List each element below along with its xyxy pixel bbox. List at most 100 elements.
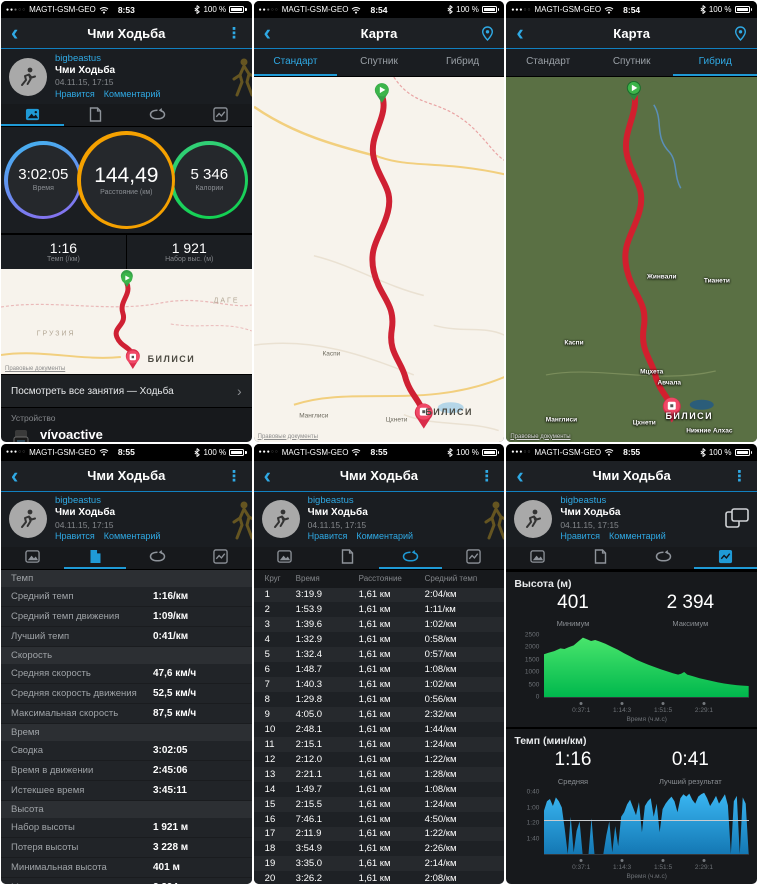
legal-link[interactable]: Правовые документы <box>257 433 318 440</box>
tab-charts[interactable] <box>694 547 757 569</box>
carrier-label: MAGTI-GSM-GEO <box>534 5 602 14</box>
overview-icon <box>277 550 293 563</box>
pace-plot <box>544 792 749 856</box>
avatar[interactable] <box>514 500 553 538</box>
back-button[interactable]: ‹ <box>11 462 19 488</box>
tab-laps[interactable] <box>632 547 695 569</box>
nav-bar: ‹ Чми Ходьба ⋮ <box>1 18 252 49</box>
carrier-label: MAGTI-GSM-GEO <box>281 447 349 457</box>
map-standard[interactable]: Правовые документы Каспи Манглиси Цхнети БИ… <box>253 77 505 442</box>
like-link[interactable]: Нравится <box>55 88 95 99</box>
back-button[interactable]: ‹ <box>516 462 524 488</box>
like-link[interactable]: Нравится <box>560 531 601 542</box>
avatar[interactable] <box>261 500 300 538</box>
activity-card: bigbeastus Чми Ходьба 04.11.15, 17:15 Нр… <box>1 491 252 547</box>
lap-cell: 2:21.1 <box>295 768 323 780</box>
comment-link[interactable]: Комментарий <box>609 531 666 542</box>
menu-dots-button[interactable]: ⋮ <box>732 467 747 485</box>
device-row[interactable]: vívoactive 3.30.0.0 <box>11 426 242 442</box>
lap-cell: 1,61 км <box>358 843 391 855</box>
tab-satellite[interactable]: Спутник <box>612 56 651 67</box>
lap-row: 2 1:53.9 1,61 км 1:11/км <box>253 602 505 618</box>
signal-icon: ●●●○○ <box>511 449 532 455</box>
legal-link[interactable]: Правовые документы <box>510 433 571 440</box>
tab-charts[interactable] <box>442 547 505 569</box>
lap-cell: 0:58/км <box>424 634 457 646</box>
avatar[interactable] <box>9 57 47 96</box>
tab-charts[interactable] <box>189 104 252 126</box>
tab-laps[interactable] <box>379 547 442 569</box>
tab-details[interactable] <box>569 547 632 569</box>
tab-hybrid[interactable]: Гибрид <box>673 49 757 76</box>
lap-cell: 0:57/км <box>424 649 457 661</box>
battery-label: 100 % <box>456 5 479 14</box>
tab-laps[interactable] <box>126 547 189 569</box>
tab-charts[interactable] <box>189 547 252 569</box>
lap-row: 19 3:35.0 1,61 км 2:14/км <box>253 856 505 872</box>
stats-list: Темп Средний темп 1:16/км Средний темп движ… <box>1 569 252 884</box>
location-pin-button[interactable] <box>471 25 504 41</box>
runner-icon <box>526 509 542 528</box>
username[interactable]: bigbeastus <box>560 495 607 507</box>
menu-dots-button[interactable]: ⋮ <box>479 467 495 485</box>
like-link[interactable]: Нравится <box>55 531 95 542</box>
bluetooth-icon <box>447 447 454 457</box>
map-hybrid[interactable]: Правовые документы Каспи Жинвали Тианети Мц… <box>506 77 757 442</box>
legal-link[interactable]: Правовые документы <box>5 366 66 372</box>
tab-details[interactable] <box>63 547 127 569</box>
location-pin-button[interactable] <box>724 25 757 41</box>
comment-link[interactable]: Комментарий <box>103 88 161 99</box>
back-button[interactable]: ‹ <box>263 462 271 488</box>
lap-cell: 5 <box>264 649 270 661</box>
stat-label: Средняя скорость <box>11 667 91 679</box>
stat-label: Сводка <box>11 744 44 756</box>
lap-cell: 1:08/км <box>424 783 457 795</box>
activity-date: 04.11.15, 17:15 <box>307 519 367 530</box>
lap-row: 3 1:39.6 1,61 км 1:02/км <box>253 617 505 633</box>
tab-standard[interactable]: Стандарт <box>526 56 571 67</box>
tab-details[interactable] <box>316 547 379 569</box>
lap-cell: 2 <box>264 604 270 616</box>
comment-link[interactable]: Комментарий <box>103 531 161 542</box>
lap-cell: 9 <box>264 708 270 720</box>
x-tick-dot <box>661 859 665 863</box>
activity-title: Чми Ходьба <box>307 507 368 519</box>
avatar[interactable] <box>9 500 47 538</box>
carrier-label: MAGTI-GSM-GEO <box>281 5 349 14</box>
username[interactable]: bigbeastus <box>55 495 101 507</box>
tab-overview[interactable] <box>1 104 64 126</box>
x-tick-dot <box>620 701 624 705</box>
y-axis: 2500 2000 1500 1000 500 0 <box>514 631 544 700</box>
back-button[interactable]: ‹ <box>516 20 524 45</box>
lap-cell: 3 <box>264 619 270 631</box>
tab-overview[interactable] <box>506 547 569 569</box>
menu-dots-button[interactable]: ⋮ <box>226 467 242 485</box>
tab-bar <box>1 546 252 570</box>
elevation-min: 401 <box>557 591 589 613</box>
x-axis-title: Время (ч.м.с) <box>626 715 667 723</box>
username[interactable]: bigbeastus <box>55 52 101 64</box>
lap-cell: 10 <box>264 723 276 735</box>
like-link[interactable]: Нравится <box>307 531 348 542</box>
tab-details[interactable] <box>64 104 127 126</box>
lap-row: 14 1:49.7 1,61 км 1:08/км <box>253 781 505 797</box>
rotate-device-icon[interactable] <box>725 507 749 533</box>
lap-row: 20 3:26.2 1,61 км 2:08/км <box>253 871 505 884</box>
lap-cell: 13 <box>264 768 276 780</box>
menu-dots-button[interactable]: ⋮ <box>226 25 242 42</box>
back-button[interactable]: ‹ <box>11 20 19 45</box>
view-all-row[interactable]: Посмотреть все занятия — Ходьба › <box>1 374 252 408</box>
tab-overview[interactable] <box>1 547 64 569</box>
battery-label: 100 % <box>203 447 227 457</box>
tab-laps[interactable] <box>126 104 189 126</box>
tab-overview[interactable] <box>254 547 317 569</box>
tab-satellite[interactable]: Спутник <box>360 56 398 67</box>
tab-standard[interactable]: Стандарт <box>253 49 338 76</box>
back-button[interactable]: ‹ <box>263 20 271 45</box>
stat-row: Максимальная скорость 87,5 км/ч <box>1 703 252 724</box>
username[interactable]: bigbeastus <box>307 495 354 507</box>
stat-value: 2:45:06 <box>153 764 188 776</box>
mini-map[interactable]: Правовые документы ГРУЗИЯ ДАГЕ БИЛИСИ <box>1 269 252 374</box>
tab-hybrid[interactable]: Гибрид <box>445 56 480 67</box>
comment-link[interactable]: Комментарий <box>356 531 414 542</box>
